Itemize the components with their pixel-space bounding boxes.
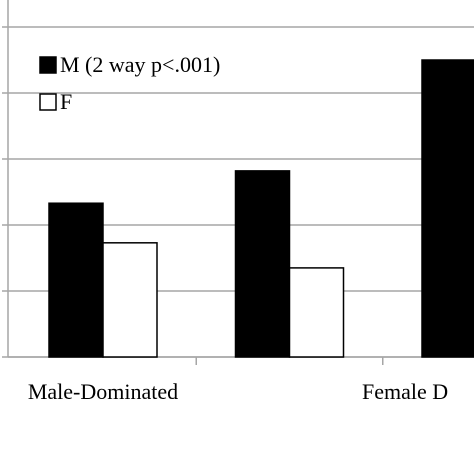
legend-swatch	[39, 93, 57, 111]
bar	[102, 242, 158, 358]
legend-label: F	[60, 89, 72, 114]
bar	[421, 59, 474, 358]
bar	[288, 267, 345, 358]
legend-label: M (2 way p<.001)	[60, 52, 220, 77]
x-tick-label: Female D	[362, 379, 448, 404]
bar	[234, 170, 291, 358]
bar	[48, 202, 104, 358]
legend-swatch	[39, 56, 57, 74]
x-tick-label: Male-Dominated	[28, 379, 178, 404]
